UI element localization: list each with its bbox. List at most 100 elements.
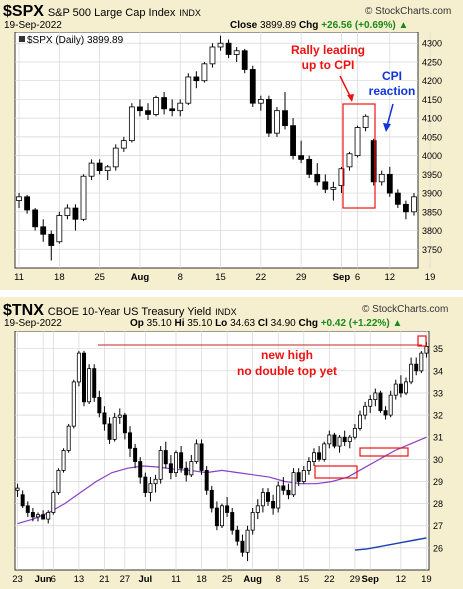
spx-y-tick-label: 4300 xyxy=(422,39,442,49)
spx-candle xyxy=(394,192,401,205)
tnx-y-tick-label: 31 xyxy=(433,433,443,443)
tnx-candle xyxy=(312,452,316,462)
tnx-candle xyxy=(204,470,209,491)
tnx-x-tick-label: Sep xyxy=(362,574,380,585)
tnx-candle xyxy=(332,434,337,447)
tnx-x-tick-label: 11 xyxy=(171,574,181,585)
spx-candle xyxy=(185,76,192,104)
spx-rally-box xyxy=(342,103,376,209)
tnx-x-tick-label: Aug xyxy=(243,574,262,585)
spx-candle xyxy=(338,168,345,186)
spx-rally-arrow xyxy=(339,75,352,99)
spx-candle xyxy=(233,50,240,55)
tnx-candle xyxy=(306,461,311,471)
spx-candle xyxy=(403,203,409,213)
spx-candle xyxy=(225,42,232,55)
spx-date: 19-Sep-2022 xyxy=(4,20,62,31)
tnx-y-tick-label: 33 xyxy=(433,388,443,398)
tnx-lo-value: 34.63 xyxy=(230,318,256,329)
spx-annot-cpi-1: CPI xyxy=(382,69,402,83)
spx-y-tick-label: 4050 xyxy=(422,132,442,142)
tnx-candle xyxy=(352,427,357,438)
spx-candle xyxy=(16,196,22,201)
tnx-candle xyxy=(368,399,373,407)
spx-x-tick-label: 15 xyxy=(215,272,226,283)
spx-annot-cpi-2: reaction xyxy=(369,84,416,98)
tnx-panel: $TNX CBOE 10-Year US Treasury Yield INDX… xyxy=(0,297,463,589)
tnx-op-value: 35.10 xyxy=(146,318,172,329)
tnx-x-tick-label: 6 xyxy=(51,574,56,585)
tnx-candle xyxy=(383,410,388,416)
tnx-candle xyxy=(255,505,260,513)
tnx-title: $TNX CBOE 10-Year US Treasury Yield INDX xyxy=(3,302,237,320)
tnx-cl-value: 34.90 xyxy=(270,318,296,329)
tnx-box-1 xyxy=(314,465,358,479)
tnx-brand[interactable]: © StockCharts.com xyxy=(362,304,449,315)
tnx-candle xyxy=(347,436,352,443)
tnx-candle xyxy=(322,443,327,460)
spx-x-tick-label: 29 xyxy=(296,272,307,283)
spx-candle xyxy=(80,175,87,220)
tnx-candle xyxy=(199,443,204,471)
tnx-candle xyxy=(378,392,383,412)
spx-candle xyxy=(169,108,176,112)
spx-candle xyxy=(56,215,63,243)
spx-plot-area xyxy=(14,32,419,269)
spx-cpi-arrow-head xyxy=(383,123,391,132)
tnx-cl-label: Cl xyxy=(257,318,268,329)
spx-x-tick-label: 8 xyxy=(178,272,183,283)
tnx-y-tick-label: 32 xyxy=(433,411,443,421)
spx-rally-arrow-head xyxy=(347,94,354,102)
spx-candle xyxy=(40,226,47,235)
spx-brand[interactable]: © StockCharts.com xyxy=(365,6,452,17)
tnx-x-tick-label: 29 xyxy=(350,574,361,585)
spx-candle xyxy=(161,97,168,110)
spx-close-value: 3899.89 xyxy=(260,20,297,31)
spx-candle xyxy=(274,110,280,134)
tnx-candle xyxy=(240,540,245,553)
spx-y-tick-label: 3850 xyxy=(422,207,442,217)
spx-candle xyxy=(411,196,417,213)
tnx-y-tick-label: 28 xyxy=(433,499,443,509)
tnx-candle xyxy=(71,381,76,427)
tnx-candle xyxy=(122,414,127,434)
spx-x-tick-label: 25 xyxy=(94,272,105,283)
spx-panel: $SPX S&P 500 Large Cap Index INDX © Stoc… xyxy=(0,0,463,290)
tnx-ma-slow-line xyxy=(354,537,427,551)
tnx-candle xyxy=(158,450,163,480)
tnx-date: 19-Sep-2022 xyxy=(4,318,62,329)
tnx-candle xyxy=(342,436,347,443)
tnx-box-2 xyxy=(359,447,409,457)
spx-cpi-arrow xyxy=(386,103,394,127)
spx-chg-label: Chg xyxy=(298,20,319,31)
tnx-candle xyxy=(194,443,199,462)
spx-candle xyxy=(153,97,159,115)
tnx-candle xyxy=(143,476,148,493)
spx-candle xyxy=(346,153,353,168)
spx-candle xyxy=(88,162,95,177)
tnx-chart: 26 27 28 29 30 31 32 33 34 35 23 Jun 6 13 21 27 Jul 11 18… xyxy=(12,331,443,585)
spx-candle xyxy=(282,110,288,127)
spx-legend-marker xyxy=(19,36,25,42)
tnx-candle xyxy=(230,512,235,531)
tnx-box-high xyxy=(417,335,427,347)
tnx-x-tick-label: 18 xyxy=(196,574,207,585)
tnx-y-tick-label: 35 xyxy=(433,344,443,354)
spx-x-tick-label: 6 xyxy=(355,272,360,283)
tnx-y-tick-label: 30 xyxy=(433,455,443,465)
tnx-candle xyxy=(291,472,296,496)
tnx-y-tick-label: 29 xyxy=(433,477,443,487)
spx-candle xyxy=(209,46,216,65)
tnx-candle xyxy=(296,472,301,482)
tnx-candle xyxy=(317,452,322,460)
tnx-candle xyxy=(388,394,393,416)
tnx-candle xyxy=(138,461,143,478)
spx-annot-rally-1: Rally leading xyxy=(291,43,365,57)
tnx-candle xyxy=(51,492,56,513)
spx-x-tick-label: Aug xyxy=(131,272,150,283)
spx-candle xyxy=(112,147,119,168)
spx-y-tick-label: 4000 xyxy=(422,151,442,161)
tnx-candle xyxy=(373,392,378,401)
spx-legend-text: $SPX (Daily) 3899.89 xyxy=(27,35,124,46)
spx-x-tick-label: 12 xyxy=(385,272,396,283)
